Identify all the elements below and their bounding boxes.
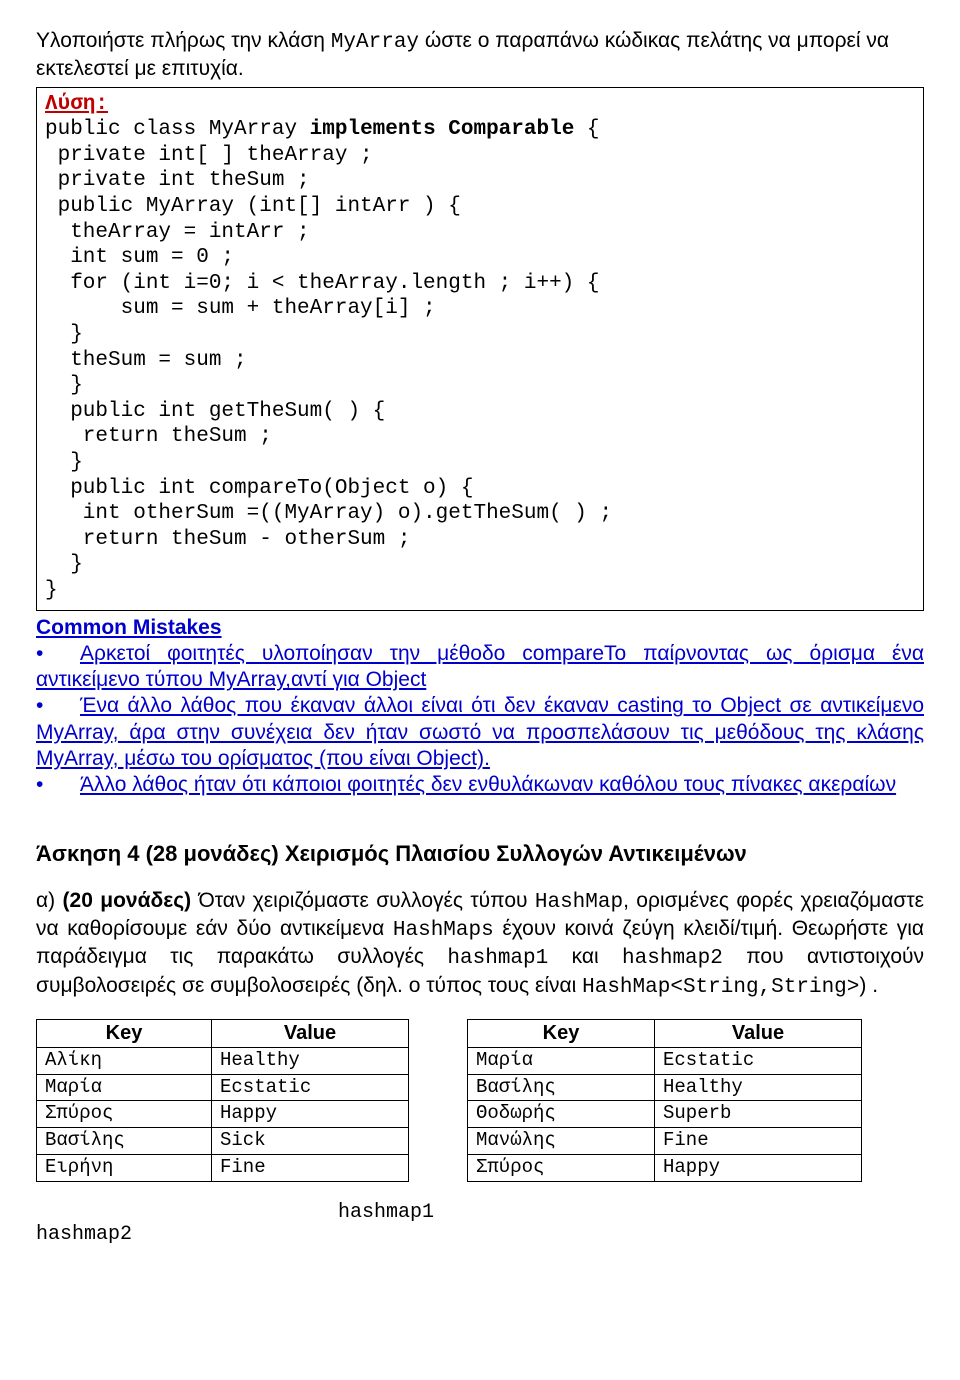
table-cell: Healthy [212,1047,409,1074]
table-cell: Sick [212,1128,409,1155]
tables-row: KeyValueΑλίκηHealthyΜαρίαEcstaticΣπύροςH… [36,1019,924,1182]
table-cell: Happy [655,1154,862,1181]
para-a-1: Όταν χειριζόμαστε συλλογές τύπου [191,889,535,912]
table-row: ΑλίκηHealthy [37,1047,409,1074]
hashmap-labels: hashmap1 hashmap2 [36,1196,924,1248]
table-cell: Ecstatic [212,1074,409,1101]
intro-text: Υλοποιήστε πλήρως την κλάση MyArray ώστε… [36,28,924,83]
table-hashmap1: KeyValueΑλίκηHealthyΜαρίαEcstaticΣπύροςH… [36,1019,409,1182]
exercise-4a-text: α) (20 μονάδες) Όταν χειριζόμαστε συλλογ… [36,888,924,1001]
exercise-4-heading: Άσκηση 4 (28 μονάδες) Χειρισμός Πλαισίου… [36,840,924,868]
table-cell: Fine [212,1154,409,1181]
intro-pre: Υλοποιήστε πλήρως την κλάση [36,29,331,52]
table-header: Value [655,1019,862,1047]
table-cell: Happy [212,1101,409,1128]
para-a-6: ) . [859,974,878,997]
table-cell: Ecstatic [655,1047,862,1074]
table-hashmap2: KeyValueΜαρίαEcstaticΒασίληςHealthyΘοδωρ… [467,1019,862,1182]
table-cell: Βασίλης [37,1128,212,1155]
table-header: Key [468,1019,655,1047]
common-mistakes-title: Common Mistakes [36,615,924,641]
table-cell: Healthy [655,1074,862,1101]
table-cell: Ειρήνη [37,1154,212,1181]
table-row: ΜανώληςFine [468,1128,862,1155]
table-header: Value [212,1019,409,1047]
para-a-pre: α) [36,889,63,912]
common-mistakes: •Αρκετοί φοιτητές υλοποίησαν την μέθοδο … [36,641,924,799]
code-box: Λύση: public class MyArray implements Co… [36,87,924,611]
table-row: ΣπύροςHappy [37,1101,409,1128]
intro-class: MyArray [331,31,419,54]
table-cell: Μανώλης [468,1128,655,1155]
table-cell: Αλίκη [37,1047,212,1074]
para-hashmaps: HashMaps [393,919,494,942]
table-cell: Fine [655,1128,862,1155]
table-row: ΒασίληςHealthy [468,1074,862,1101]
table-cell: Μαρία [37,1074,212,1101]
hashmap1-label: hashmap1 [338,1200,434,1225]
table-row: ΣπύροςHappy [468,1154,862,1181]
table-cell: Σπύρος [468,1154,655,1181]
para-hashmap2: hashmap2 [622,947,723,970]
para-a-bold: (20 μονάδες) [63,889,192,912]
table-cell: Βασίλης [468,1074,655,1101]
table-row: ΕιρήνηFine [37,1154,409,1181]
table-row: ΜαρίαEcstatic [37,1074,409,1101]
table-row: ΘοδωρήςSuperb [468,1101,862,1128]
table-cell: Θοδωρής [468,1101,655,1128]
table-header: Key [37,1019,212,1047]
table-row: ΜαρίαEcstatic [468,1047,862,1074]
table-cell: Σπύρος [37,1101,212,1128]
table-row: ΒασίληςSick [37,1128,409,1155]
hashmap2-label: hashmap2 [36,1222,132,1247]
para-type: HashMap<String,String> [582,976,859,999]
table-cell: Superb [655,1101,862,1128]
para-a-4: και [548,945,622,968]
para-hashmap: HashMap [535,891,623,914]
table-cell: Μαρία [468,1047,655,1074]
para-hashmap1: hashmap1 [447,947,548,970]
